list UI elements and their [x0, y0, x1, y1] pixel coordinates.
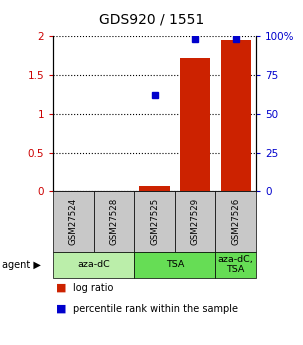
Text: log ratio: log ratio [73, 283, 113, 293]
Text: percentile rank within the sample: percentile rank within the sample [73, 304, 238, 314]
Text: ■: ■ [56, 304, 67, 314]
Text: GSM27528: GSM27528 [109, 198, 118, 245]
Text: GSM27529: GSM27529 [191, 198, 200, 245]
Text: aza-dC,
TSA: aza-dC, TSA [218, 255, 254, 275]
Text: GSM27526: GSM27526 [231, 198, 240, 245]
Text: aza-dC: aza-dC [77, 260, 110, 269]
Bar [180, 58, 210, 191]
Text: GSM27524: GSM27524 [69, 198, 78, 245]
Text: TSA: TSA [166, 260, 184, 269]
Text: GDS920 / 1551: GDS920 / 1551 [99, 12, 204, 26]
Bar [221, 40, 251, 191]
Text: agent ▶: agent ▶ [2, 260, 40, 270]
Bar [139, 186, 170, 191]
Text: GSM27525: GSM27525 [150, 198, 159, 245]
Text: ■: ■ [56, 283, 67, 293]
